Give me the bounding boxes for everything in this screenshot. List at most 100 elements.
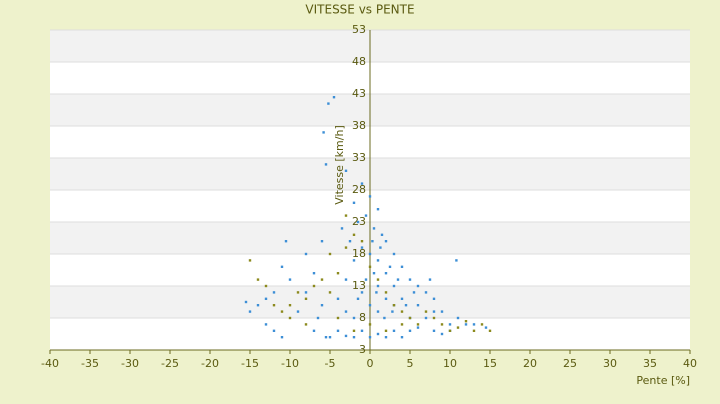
point [352,329,356,332]
point [448,323,452,326]
point [368,336,372,339]
point [296,310,300,313]
point [368,252,372,256]
point [344,334,348,338]
point [376,259,380,262]
y-tick-label: 13 [352,279,366,292]
y-tick-label: 3 [359,343,366,356]
point [360,182,364,185]
point [364,278,368,281]
point [440,310,444,313]
point [464,323,468,326]
point [304,291,308,294]
point [352,316,356,320]
point [368,195,372,198]
point [327,102,330,105]
point [280,310,284,313]
point [312,284,316,288]
point [400,323,404,326]
point [352,336,356,339]
point [396,278,400,281]
point [448,329,452,332]
point [440,323,444,326]
point [324,163,328,166]
point [280,336,284,339]
point [372,227,376,230]
chart-title: VITESSE vs PENTE [305,3,414,17]
x-tick-label: -25 [161,357,179,370]
point [352,233,356,236]
point [336,297,340,300]
point [272,329,276,332]
point [404,304,408,307]
point [424,291,428,294]
point [256,304,260,307]
x-axis-label: Pente [%] [636,374,690,387]
point [371,240,374,243]
point [464,320,468,323]
point [328,252,332,256]
point [360,240,364,243]
point [424,310,428,313]
point [352,201,356,204]
point [324,336,328,339]
point [456,316,460,320]
point [432,297,436,300]
point [432,329,436,332]
point [392,329,396,332]
x-tick-label: 40 [683,357,697,370]
x-tick-label: 35 [643,357,657,370]
point [416,284,420,288]
point [400,265,404,268]
x-tick-label: 15 [483,357,497,370]
point [384,272,388,275]
point [488,329,492,332]
point [456,326,460,329]
point [336,272,340,275]
point [304,297,308,300]
point [256,278,260,281]
point [368,304,372,307]
point [384,240,388,243]
point [432,310,436,313]
point [322,131,325,134]
point [320,278,324,281]
point [280,265,284,268]
point [344,169,348,172]
point [320,304,324,307]
point [384,336,388,339]
x-tick-label: -35 [81,357,99,370]
x-tick-label: -20 [201,357,219,370]
y-tick-label: 33 [352,151,366,164]
point [360,291,364,294]
point [364,214,368,217]
point [336,329,340,332]
point [288,316,292,320]
point [416,323,420,326]
point [360,329,364,332]
point [272,291,276,294]
point [375,291,378,294]
point [392,284,396,288]
point [368,265,372,268]
point [392,304,396,307]
point [340,227,344,230]
point [288,278,292,281]
point [336,316,340,320]
x-tick-label: -10 [281,357,299,370]
point [360,246,364,249]
y-axis-label: Vitesse [km/h] [333,125,346,205]
point [376,310,380,313]
point [416,326,420,329]
x-tick-label: 30 [603,357,617,370]
point [383,316,386,320]
point [344,278,348,281]
point [304,252,308,256]
point [248,259,252,262]
point [296,291,300,294]
x-tick-label: -40 [41,357,59,370]
point [384,291,388,294]
x-tick-label: 20 [523,357,537,370]
point [272,304,276,307]
